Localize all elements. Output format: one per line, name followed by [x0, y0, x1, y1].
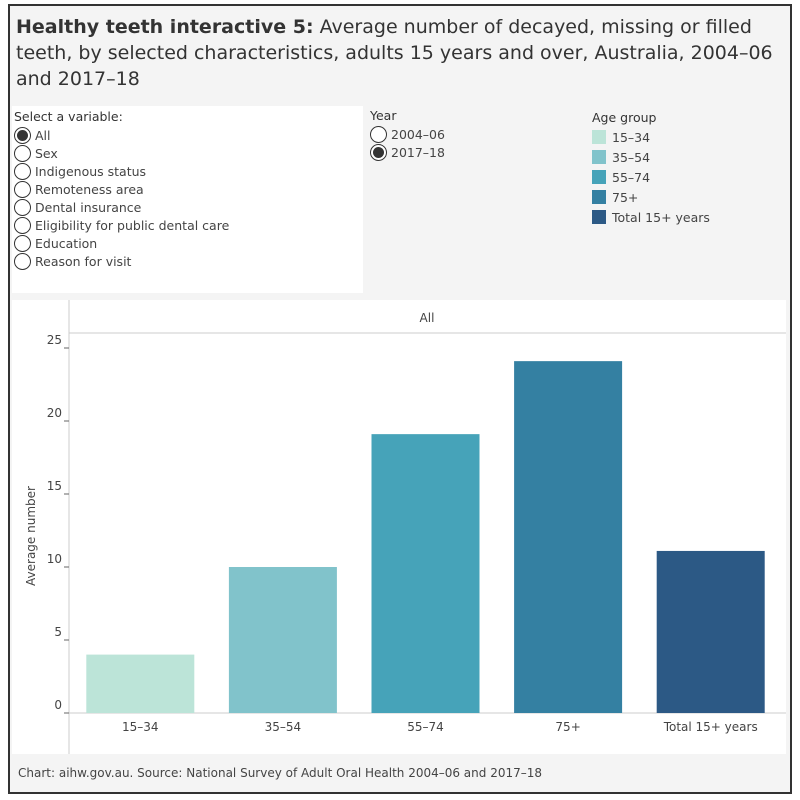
title-rest: Average number of decayed, missing or fi… [16, 16, 773, 90]
variable-option-sex[interactable]: Sex [14, 144, 361, 162]
bar-35-54[interactable] [228, 567, 337, 713]
legend-label: 55–74 [612, 169, 651, 185]
legend-label: 75+ [612, 189, 639, 205]
variable-option-all[interactable]: All [14, 126, 361, 144]
legend-swatch [592, 150, 606, 164]
option-label: All [35, 127, 51, 143]
x-tick-label: 55–74 [407, 720, 444, 734]
panel-header: All [420, 311, 435, 325]
y-tick-label: 25 [47, 333, 62, 347]
radio-icon[interactable] [14, 126, 31, 144]
variable-filter-label: Select a variable: [14, 109, 123, 124]
option-label: 2004–06 [391, 126, 445, 142]
radio-icon[interactable] [14, 180, 31, 198]
x-tick-label: 35–54 [265, 720, 302, 734]
legend-title: Age group [592, 110, 657, 125]
title-bold: Healthy teeth interactive 5: [16, 16, 314, 38]
y-axis-label: Average number [24, 486, 38, 586]
year-option-2017-18[interactable]: 2017–18 [370, 143, 445, 161]
y-tick-label: 10 [47, 552, 62, 566]
legend-item: Total 15+ years [592, 207, 710, 227]
bar-15-34[interactable] [86, 654, 195, 713]
bar-55-74[interactable] [371, 434, 480, 713]
legend-item: 15–34 [592, 127, 710, 147]
option-label: Indigenous status [35, 163, 147, 179]
y-tick-label: 20 [47, 406, 62, 420]
legend: Age group 15–34 35–54 55–74 75+ Total 15+ ye… [592, 110, 710, 227]
legend-swatch [592, 210, 606, 224]
option-label: Eligibility for public dental care [35, 217, 230, 233]
variable-option-education[interactable]: Education [14, 234, 361, 252]
variable-option-eligibility-for-public-dental-care[interactable]: Eligibility for public dental care [14, 216, 361, 234]
x-tick-label: 75+ [555, 720, 580, 734]
x-tick-label: 15–34 [122, 720, 159, 734]
radio-icon[interactable] [14, 252, 31, 270]
variable-option-indigenous-status[interactable]: Indigenous status [14, 162, 361, 180]
radio-icon[interactable] [14, 234, 31, 252]
legend-label: 15–34 [612, 129, 651, 145]
option-label: Education [35, 235, 98, 251]
variable-filter: Select a variable: All Sex Indigenous stat… [12, 106, 363, 293]
footer-source: Chart: aihw.gov.au. Source: National Sur… [18, 766, 543, 780]
legend-swatch [592, 130, 606, 144]
page-title: Healthy teeth interactive 5: Average num… [16, 14, 776, 92]
bar-chart: All Average number 0 5 10 15 20 25 15–34 35–54 5… [24, 300, 786, 754]
variable-option-dental-insurance[interactable]: Dental insurance [14, 198, 361, 216]
option-label: 2017–18 [391, 144, 445, 160]
option-label: Remoteness area [35, 181, 144, 197]
variable-option-reason-for-visit[interactable]: Reason for visit [14, 252, 361, 270]
legend-item: 55–74 [592, 167, 710, 187]
x-tick-label: Total 15+ years [663, 720, 758, 734]
radio-icon[interactable] [14, 144, 31, 162]
year-filter-label: Year [370, 108, 397, 123]
option-label: Dental insurance [35, 199, 142, 215]
radio-icon[interactable] [14, 198, 31, 216]
variable-option-remoteness-area[interactable]: Remoteness area [14, 180, 361, 198]
legend-item: 35–54 [592, 147, 710, 167]
y-tick-label: 5 [54, 625, 62, 639]
option-label: Reason for visit [35, 253, 132, 269]
option-label: Sex [35, 145, 58, 161]
year-filter: Year 2004–06 2017–18 [370, 108, 445, 161]
radio-icon[interactable] [370, 143, 387, 161]
radio-icon[interactable] [370, 125, 387, 143]
chart-area: All Average number 0 5 10 15 20 25 15–34 35–54 5… [12, 300, 786, 754]
y-tick-label: 15 [47, 479, 62, 493]
legend-swatch [592, 170, 606, 184]
radio-icon[interactable] [14, 162, 31, 180]
y-tick-label: 0 [54, 698, 62, 712]
legend-label: Total 15+ years [612, 209, 710, 225]
bar-total-15-years[interactable] [656, 550, 765, 713]
legend-item: 75+ [592, 187, 710, 207]
year-option-2004-06[interactable]: 2004–06 [370, 125, 445, 143]
radio-icon[interactable] [14, 216, 31, 234]
bar-75[interactable] [514, 361, 623, 713]
legend-label: 35–54 [612, 149, 651, 165]
legend-swatch [592, 190, 606, 204]
